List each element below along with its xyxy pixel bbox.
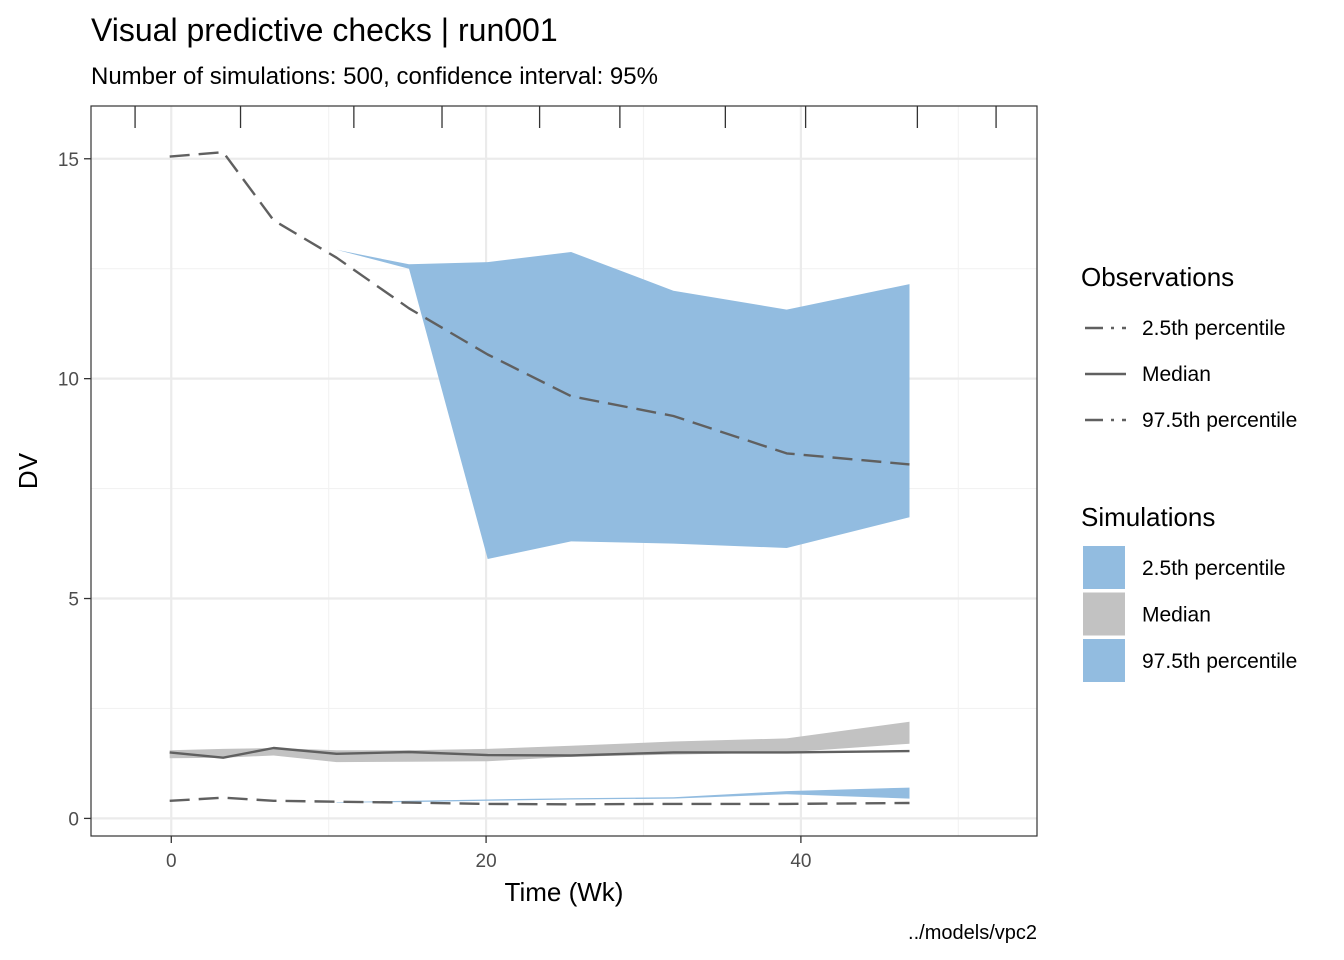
- legend-sim-label: 97.5th percentile: [1142, 650, 1297, 673]
- chart-subtitle: Number of simulations: 500, confidence i…: [91, 63, 658, 90]
- legend-sim-label: 2.5th percentile: [1142, 557, 1286, 580]
- line-obs-2-5th: [169, 796, 910, 806]
- legend-sim-key: [1083, 639, 1125, 682]
- legend-obs-label: 2.5th percentile: [1142, 317, 1286, 340]
- legend-sim-key: [1083, 592, 1125, 636]
- grid-lines: [91, 106, 1037, 836]
- line-obs-median: [169, 746, 910, 759]
- x-tick-label: 40: [790, 851, 811, 872]
- panel-border: [90, 105, 1038, 837]
- x-tick-label: 0: [166, 851, 177, 872]
- legend-observations-title: Observations: [1081, 262, 1234, 292]
- y-tick-label: 0: [68, 809, 79, 830]
- y-tick-label: 15: [58, 150, 79, 171]
- legend-obs-label: 97.5th percentile: [1142, 409, 1297, 432]
- legend-simulations-title: Simulations: [1081, 502, 1215, 532]
- y-tick-label: 10: [58, 370, 79, 391]
- x-axis-label: Time (Wk): [505, 877, 624, 907]
- observation-lines: [169, 150, 910, 806]
- legend: Observations 2.5th percentile Median 97.5t…: [1081, 262, 1297, 682]
- ribbon-sim-2-5th: [336, 787, 910, 803]
- legend-sim-label: Median: [1142, 604, 1211, 627]
- ribbon-sim-97-5th: [336, 249, 910, 560]
- legend-sim-key: [1083, 546, 1125, 589]
- chart-caption: ../models/vpc2: [908, 922, 1037, 944]
- chart-title: Visual predictive checks | run001: [91, 12, 558, 48]
- legend-simulations: Simulations 2.5th percentile Median 97.5th…: [1081, 502, 1297, 682]
- axes: 0 20 40 0 5 10 15: [58, 150, 812, 872]
- line-obs-97-5th: [169, 150, 910, 466]
- legend-obs-label: Median: [1142, 363, 1211, 386]
- bin-rug: [134, 106, 997, 128]
- x-tick-label: 20: [476, 851, 497, 872]
- y-axis-label: DV: [13, 452, 43, 489]
- legend-observations: Observations 2.5th percentile Median 97.5t…: [1081, 262, 1297, 432]
- y-tick-label: 5: [68, 590, 79, 611]
- plot-panel: [90, 105, 1038, 837]
